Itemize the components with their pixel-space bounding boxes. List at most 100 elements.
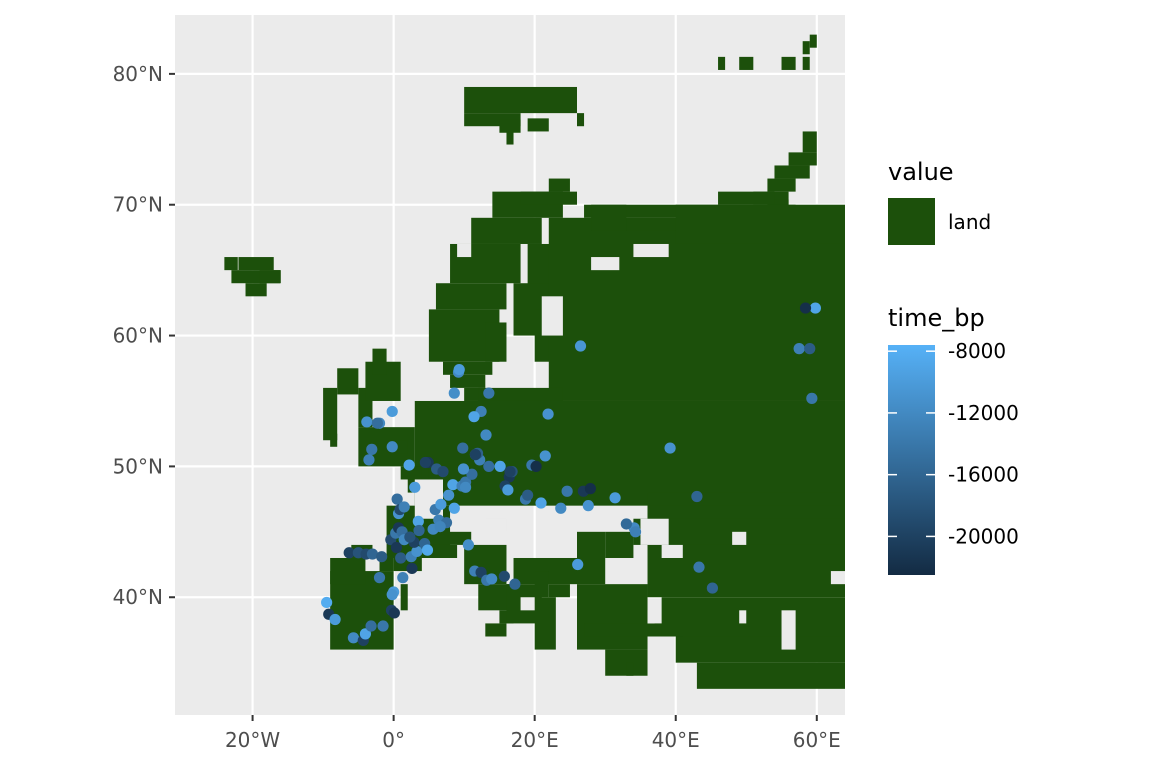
site-point: [475, 566, 487, 578]
land-cell: [485, 322, 507, 362]
site-point: [806, 392, 818, 404]
site-point: [371, 417, 384, 429]
y-tick-label: 50°N: [113, 454, 163, 478]
site-point: [457, 463, 470, 475]
site-point: [468, 411, 480, 423]
land-cell: [400, 584, 408, 611]
site-point: [530, 460, 542, 473]
site-point: [483, 460, 495, 473]
site-point: [321, 596, 333, 609]
site-point: [459, 481, 472, 493]
sea-cell: [739, 610, 747, 624]
site-point: [404, 531, 416, 543]
site-point: [561, 485, 573, 497]
sea-cell: [520, 597, 535, 611]
land-cell: [577, 531, 606, 585]
site-point: [664, 442, 676, 454]
site-point: [691, 490, 703, 503]
fill-legend-title: value: [888, 158, 954, 186]
y-tick-label: 80°N: [113, 62, 163, 86]
site-point: [522, 489, 534, 501]
site-point: [462, 539, 474, 551]
site-point: [409, 481, 421, 493]
land-cell: [739, 56, 754, 70]
site-point: [504, 466, 516, 478]
land-cell: [584, 623, 683, 637]
site-point: [435, 498, 447, 510]
land-cell: [802, 56, 810, 70]
land-cell: [527, 118, 549, 132]
land-cell: [718, 191, 775, 205]
site-point: [447, 479, 459, 491]
colorbar: [888, 345, 935, 575]
site-point: [509, 578, 521, 590]
site-point: [366, 443, 378, 455]
land-cell: [259, 270, 281, 284]
site-point: [486, 573, 498, 585]
land-cell: [802, 131, 817, 153]
sea-cell: [830, 571, 845, 585]
land-cell: [323, 387, 338, 441]
land-cell: [414, 400, 845, 506]
site-point: [457, 442, 469, 454]
site-point: [535, 497, 547, 509]
land-cell: [591, 204, 627, 231]
x-tick-label: 60°E: [793, 728, 841, 752]
y-tick-label: 40°N: [113, 585, 163, 609]
colorbar-tick-label: -20000: [948, 524, 1019, 548]
fill-legend-label-land: land: [948, 210, 991, 234]
site-point: [359, 628, 372, 640]
site-point: [347, 632, 360, 644]
sea-cell: [640, 518, 669, 545]
site-point: [799, 302, 812, 314]
site-point: [434, 520, 446, 533]
land-cell: [675, 636, 845, 663]
land-cell: [767, 178, 796, 192]
land-cell: [577, 113, 585, 127]
site-point: [413, 524, 425, 537]
sea-cell: [781, 610, 796, 650]
land-cell: [534, 571, 549, 598]
site-point: [412, 515, 424, 527]
land-cell: [548, 178, 570, 192]
land-cell: [577, 584, 648, 650]
site-point: [390, 541, 403, 554]
site-point: [377, 620, 389, 632]
site-point: [574, 340, 587, 352]
sea-cell: [732, 531, 747, 545]
land-cell: [337, 368, 359, 395]
land-cell: [245, 283, 267, 297]
land-cell: [485, 623, 507, 637]
site-point: [480, 429, 492, 441]
site-point: [693, 561, 705, 573]
site-point: [437, 466, 449, 478]
color-legend-title: time_bp: [888, 304, 985, 332]
land-cell: [548, 217, 845, 401]
site-point: [419, 456, 431, 469]
site-point: [494, 460, 506, 473]
land-cell: [238, 257, 274, 271]
site-point: [539, 450, 551, 462]
site-point: [406, 562, 418, 575]
land-cell: [330, 433, 338, 447]
site-point: [366, 548, 379, 560]
land-cell: [781, 56, 796, 70]
sea-cell: [541, 296, 563, 336]
land-cell: [450, 374, 486, 388]
site-point: [388, 607, 400, 619]
site-point: [572, 558, 584, 571]
colorbar-tick-label: -12000: [948, 401, 1019, 425]
land-cell: [605, 531, 634, 558]
y-tick-label: 60°N: [113, 324, 163, 348]
site-point: [361, 416, 373, 428]
x-tick-label: 0°: [382, 728, 405, 752]
sea-cell: [457, 243, 472, 258]
site-point: [391, 493, 403, 505]
land-cell: [520, 191, 577, 205]
site-point: [502, 484, 514, 496]
site-point: [386, 441, 398, 453]
site-point: [448, 502, 460, 514]
land-cell: [506, 131, 514, 145]
site-point: [629, 526, 642, 538]
